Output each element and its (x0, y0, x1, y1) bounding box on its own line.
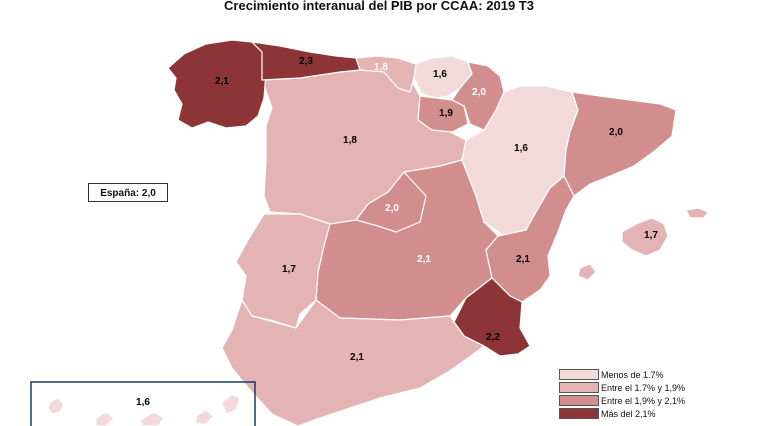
value-label-castilla-y-leon: 1,8 (343, 135, 357, 146)
region-canarias-island-2[interactable] (95, 411, 115, 426)
value-label-murcia: 2,2 (486, 332, 500, 343)
value-label-castilla-la-mancha: 2,1 (417, 254, 431, 265)
legend-item: Entre el 1,9% y 2,1% (559, 394, 685, 407)
value-label-baleares: 1,7 (644, 230, 658, 241)
region-valenciana[interactable] (485, 175, 575, 303)
value-label-cantabria: 1,8 (374, 62, 388, 73)
legend-swatch-mid-low (559, 382, 599, 393)
legend-item: Entre el 1.7% y 1,9% (559, 381, 685, 394)
legend-label: Menos de 1.7% (601, 369, 664, 380)
value-label-andalucia: 2,1 (350, 352, 364, 363)
legend-item: Menos de 1.7% (559, 368, 685, 381)
value-label-canarias: 1,6 (136, 397, 150, 408)
value-label-la-rioja: 1,9 (439, 108, 453, 119)
legend-swatch-low (559, 369, 599, 380)
region-la-rioja[interactable] (417, 95, 469, 133)
region-baleares-ibiza[interactable] (577, 263, 597, 281)
value-label-pais-vasco: 1,6 (433, 69, 447, 80)
legend-label: Entre el 1,9% y 2,1% (601, 395, 686, 406)
value-label-madrid: 2,0 (385, 203, 399, 214)
legend-item: Más del 2,1% (559, 407, 685, 420)
region-cataluna[interactable] (563, 91, 677, 197)
map-legend: Menos de 1.7% Entre el 1.7% y 1,9% Entre… (559, 368, 685, 420)
canarias-inset-frame (30, 381, 256, 426)
value-label-galicia: 2,1 (215, 76, 229, 87)
region-baleares-menorca[interactable] (685, 207, 709, 219)
region-cantabria[interactable] (355, 55, 417, 93)
map-title: Crecimiento interanual del PIB por CCAA:… (224, 0, 534, 13)
region-canarias-island-4[interactable] (195, 409, 215, 425)
value-label-extremadura: 1,7 (282, 264, 296, 275)
legend-swatch-mid-high (559, 395, 599, 406)
value-label-aragon: 1,6 (514, 143, 528, 154)
region-andalucia[interactable] (221, 299, 485, 426)
national-value-box: España: 2,0 (88, 183, 168, 202)
value-label-navarra: 2,0 (472, 87, 486, 98)
region-baleares-mallorca[interactable] (621, 217, 669, 257)
region-galicia[interactable] (167, 39, 267, 129)
legend-swatch-high (559, 408, 599, 419)
region-navarra[interactable] (451, 61, 505, 131)
value-label-asturias: 2,3 (299, 56, 313, 67)
legend-label: Más del 2,1% (601, 408, 656, 419)
value-label-valenciana: 2,1 (516, 254, 530, 265)
region-canarias-island-5[interactable] (221, 393, 241, 415)
legend-label: Entre el 1.7% y 1,9% (601, 382, 686, 393)
region-canarias-island-1[interactable] (47, 397, 65, 415)
value-label-cataluna: 2,0 (609, 127, 623, 138)
region-canarias-island-3[interactable] (139, 411, 165, 426)
